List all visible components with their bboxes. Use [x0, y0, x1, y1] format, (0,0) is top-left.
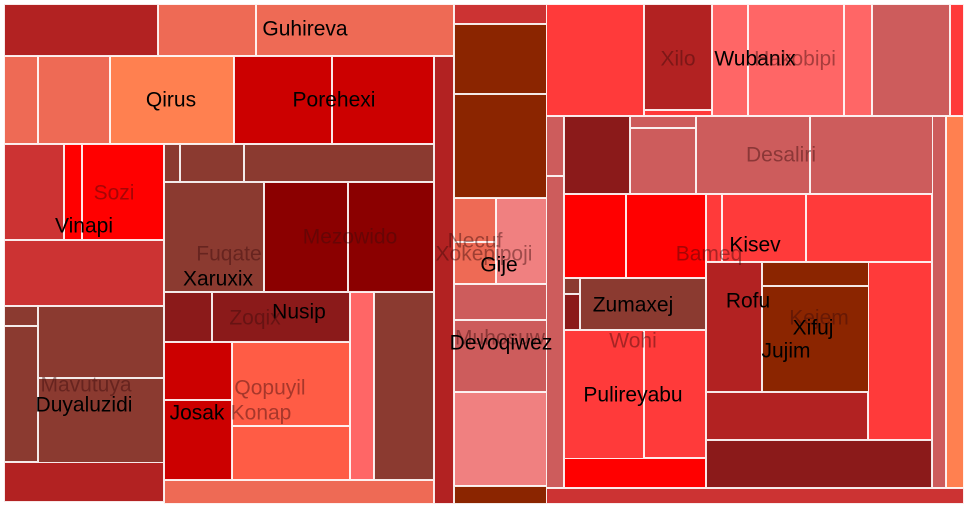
treemap-cell	[454, 4, 548, 24]
treemap-cell	[350, 292, 374, 480]
treemap-cell	[4, 462, 164, 502]
treemap-cell	[706, 194, 722, 262]
treemap-cell	[706, 440, 932, 488]
treemap-cell	[564, 116, 630, 194]
treemap-cell	[264, 182, 348, 292]
treemap-cell	[696, 116, 810, 194]
treemap-cell	[564, 458, 706, 488]
treemap-cell	[806, 194, 932, 262]
treemap-cell	[496, 198, 548, 284]
treemap-cell	[564, 278, 580, 294]
treemap-cell	[844, 4, 872, 116]
treemap-cell	[434, 56, 454, 504]
treemap-cell	[932, 116, 946, 488]
treemap-cell	[332, 56, 434, 144]
treemap-cell	[232, 426, 350, 480]
treemap-cell	[110, 56, 234, 144]
treemap-cell	[164, 480, 434, 504]
treemap-cell	[164, 182, 264, 292]
treemap-cell	[626, 194, 706, 278]
treemap-cell	[644, 110, 712, 116]
treemap-cell	[4, 326, 38, 462]
treemap-cell	[564, 294, 580, 330]
treemap-cell	[454, 320, 548, 392]
treemap-cell	[212, 292, 350, 342]
treemap-cell	[630, 128, 696, 194]
treemap-cell	[564, 330, 644, 460]
treemap-cell	[546, 488, 964, 504]
treemap-cell	[454, 392, 548, 486]
treemap-cell	[4, 306, 38, 326]
treemap-cell	[580, 278, 706, 330]
treemap-cell	[454, 242, 496, 284]
treemap-cell	[630, 116, 696, 128]
treemap-cell	[946, 116, 964, 488]
treemap-cell	[546, 4, 644, 116]
treemap-cell	[164, 144, 180, 182]
treemap-cell	[164, 292, 212, 342]
treemap-cell	[82, 144, 164, 240]
treemap-cell	[762, 262, 870, 286]
treemap-cell	[706, 392, 868, 440]
treemap-cell	[256, 4, 454, 56]
treemap-cell	[706, 262, 762, 392]
treemap-cell	[164, 342, 232, 400]
treemap-cell	[158, 4, 256, 56]
treemap-cell	[64, 144, 82, 240]
treemap-cell	[374, 292, 434, 480]
treemap-cell	[722, 194, 806, 262]
treemap-cell	[950, 4, 964, 116]
treemap-cell	[868, 262, 932, 440]
treemap-cell	[348, 182, 434, 292]
treemap-cell	[38, 306, 164, 378]
treemap-cell	[232, 342, 350, 426]
treemap-cell	[712, 4, 748, 116]
treemap-cell	[38, 378, 164, 464]
treemap-cell	[546, 176, 564, 488]
treemap-cell	[454, 284, 548, 320]
treemap-cell	[38, 56, 110, 144]
treemap-cell	[546, 116, 564, 176]
treemap-cell	[244, 144, 434, 182]
treemap-cell	[454, 24, 548, 94]
treemap-cell	[234, 56, 332, 144]
treemap-cell	[180, 144, 244, 182]
treemap-cell	[4, 56, 38, 144]
treemap-cell	[454, 486, 548, 504]
treemap-cell	[762, 286, 870, 392]
treemap-cell	[872, 4, 950, 116]
treemap-cell	[454, 94, 548, 198]
treemap-cell	[164, 400, 232, 480]
treemap-cell	[564, 194, 626, 278]
treemap-cell	[644, 330, 706, 458]
treemap-cell	[4, 144, 64, 240]
treemap-cell	[4, 4, 158, 56]
treemap-cell	[810, 116, 934, 194]
treemap-cell	[454, 198, 496, 242]
treemap-cell	[748, 4, 844, 116]
treemap-cell	[644, 4, 712, 110]
treemap-cell	[4, 240, 164, 306]
